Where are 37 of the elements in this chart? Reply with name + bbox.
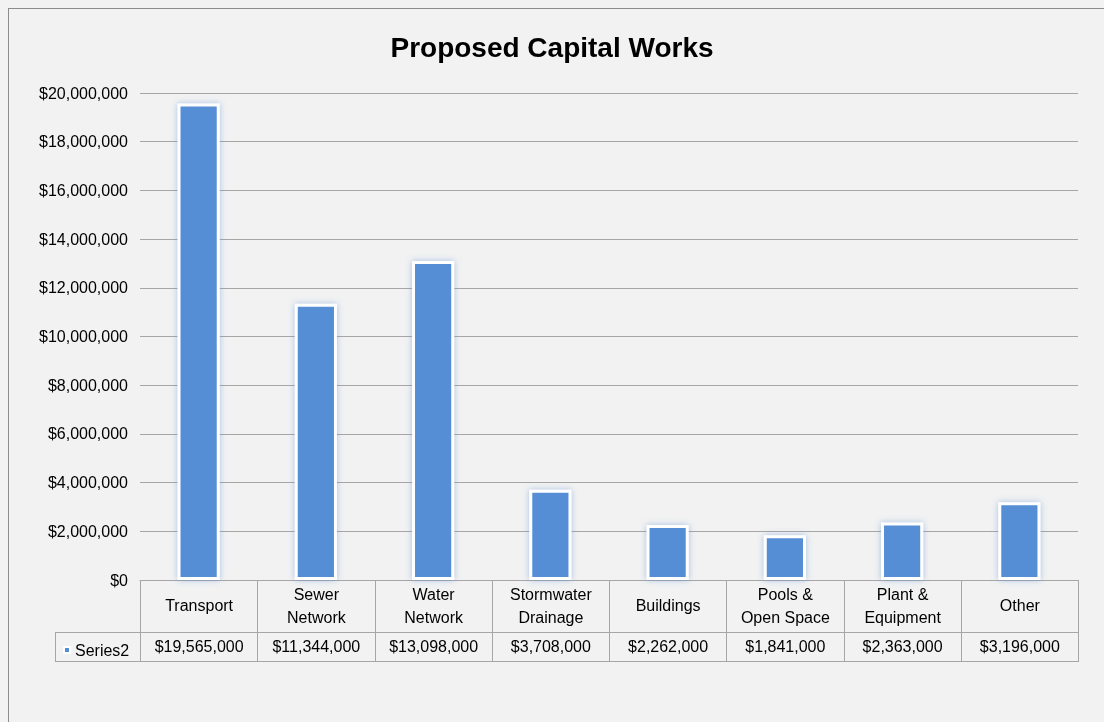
data-label: $3,708,000 bbox=[492, 632, 610, 661]
bar bbox=[177, 103, 220, 580]
data-label: $2,363,000 bbox=[844, 632, 962, 661]
bar bbox=[998, 502, 1041, 580]
bar bbox=[294, 303, 337, 580]
data-label: $1,841,000 bbox=[726, 632, 844, 661]
bar bbox=[412, 261, 455, 580]
y-tick-label: $18,000,000 bbox=[39, 133, 129, 151]
y-tick-label: $10,000,000 bbox=[39, 328, 129, 345]
data-label: $2,262,000 bbox=[609, 632, 727, 661]
x-tick-label: Plant & Equipment bbox=[844, 580, 962, 632]
bar bbox=[881, 522, 924, 580]
bar bbox=[529, 489, 572, 580]
x-tick-label: Pools & Open Space bbox=[726, 580, 844, 632]
y-tick-label: $8,000,000 bbox=[47, 376, 129, 394]
y-tick-label: $6,000,000 bbox=[47, 425, 129, 443]
legend-label: Series2 bbox=[75, 641, 130, 659]
data-label: $19,565,000 bbox=[140, 632, 258, 661]
x-tick-label: Transport bbox=[140, 580, 258, 632]
y-tick-label: $0 bbox=[110, 571, 129, 589]
x-tick-label: Water Network bbox=[375, 580, 493, 632]
x-tick-label: Stormwater Drainage bbox=[492, 580, 610, 632]
y-tick-label: $14,000,000 bbox=[39, 230, 129, 248]
data-label: $13,098,000 bbox=[375, 632, 493, 661]
x-tick-label: Sewer Network bbox=[257, 580, 375, 632]
x-tick-label: Buildings bbox=[609, 580, 727, 632]
y-tick-label: $4,000,000 bbox=[47, 474, 129, 492]
chart-title: Proposed Capital Works bbox=[390, 31, 714, 63]
bar bbox=[646, 524, 689, 580]
data-label: $3,196,000 bbox=[961, 632, 1079, 661]
y-tick-label: $16,000,000 bbox=[39, 181, 129, 199]
bar bbox=[763, 535, 806, 580]
x-tick-label: Other bbox=[961, 580, 1079, 632]
data-label: $11,344,000 bbox=[257, 632, 375, 661]
y-tick-label: $12,000,000 bbox=[39, 279, 129, 297]
y-tick-label: $2,000,000 bbox=[47, 522, 129, 540]
y-tick-label: $20,000,000 bbox=[39, 84, 129, 102]
